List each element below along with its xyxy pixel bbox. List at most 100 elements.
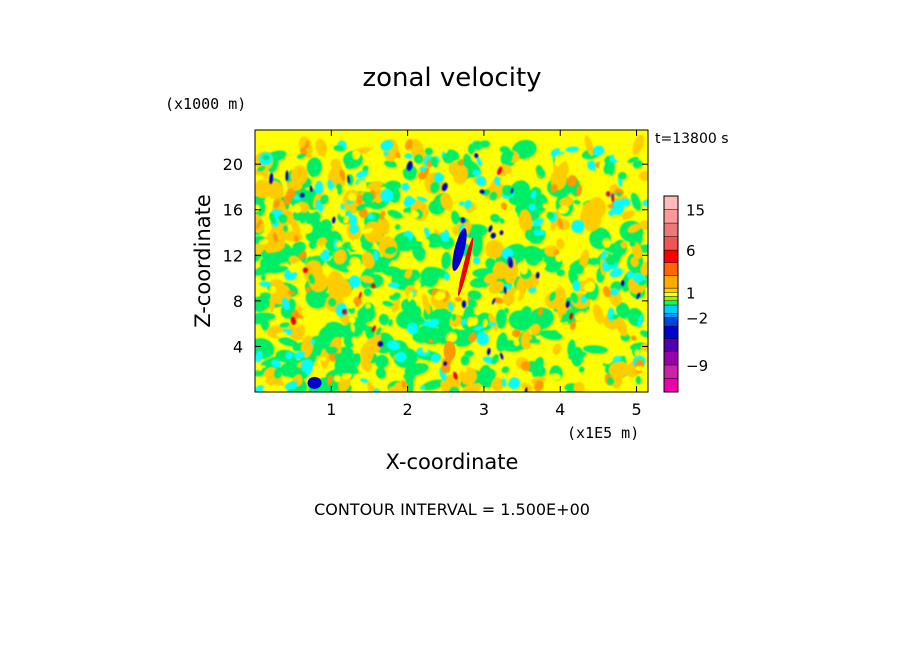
field-blob	[262, 386, 271, 392]
field-blob	[629, 240, 636, 247]
field-blob	[290, 165, 309, 186]
field-blob	[420, 385, 426, 391]
field-blob	[296, 153, 306, 159]
field-blob	[612, 199, 625, 213]
field-blob	[494, 176, 501, 186]
field-blob	[542, 202, 553, 210]
field-blob	[557, 218, 564, 230]
field-blob	[480, 201, 492, 209]
field-blob	[430, 156, 439, 168]
field-blob	[480, 297, 489, 303]
field-blob	[413, 154, 424, 164]
field-blob	[272, 232, 278, 243]
field-blob	[422, 238, 430, 250]
field-blob	[614, 188, 624, 196]
colorbar-band-15	[663, 236, 679, 251]
contour-interval-note: CONTOUR INTERVAL = 1.500E+00	[314, 500, 590, 519]
field-blob	[422, 379, 445, 391]
field-blob	[255, 385, 266, 392]
field-blob	[274, 367, 283, 379]
field-blob	[380, 214, 385, 220]
field-blob	[576, 184, 583, 197]
field-blob	[613, 149, 625, 162]
field-blob	[399, 162, 407, 170]
field-blob	[286, 188, 296, 199]
field-blob	[499, 179, 512, 186]
field-blob	[584, 281, 596, 293]
field-blob	[362, 165, 369, 172]
field-blob	[502, 184, 512, 196]
field-blob	[435, 221, 447, 233]
contour-field	[255, 130, 648, 392]
field-blob	[476, 156, 482, 167]
field-blob	[342, 373, 352, 380]
field-blob	[281, 297, 290, 311]
field-blob	[460, 318, 467, 326]
field-blob	[298, 285, 305, 297]
field-blob	[607, 204, 615, 209]
field-blob	[464, 350, 475, 357]
field-blob	[483, 272, 498, 285]
field-blob	[316, 237, 328, 246]
field-blob	[540, 223, 551, 231]
field-blob	[328, 298, 337, 307]
field-blob	[303, 260, 323, 283]
field-blob	[378, 313, 390, 326]
field-blob	[259, 281, 271, 287]
field-blob	[420, 267, 439, 288]
field-blob	[568, 351, 587, 360]
field-blob	[330, 158, 341, 169]
field-blob	[570, 292, 579, 304]
field-blob	[532, 218, 544, 227]
field-blob	[343, 215, 349, 224]
field-blob	[413, 280, 422, 290]
colorbar	[663, 195, 679, 393]
field-blob	[501, 247, 514, 260]
field-blob	[273, 198, 281, 209]
field-blob	[492, 261, 508, 280]
field-blob	[255, 179, 273, 199]
field-blob	[537, 307, 543, 317]
field-blob	[373, 264, 383, 273]
field-blob	[613, 214, 624, 221]
field-blob	[380, 139, 394, 151]
field-blob	[490, 232, 496, 239]
field-blob	[490, 213, 501, 223]
field-blob	[377, 341, 384, 347]
field-blob	[434, 291, 446, 301]
field-blob	[504, 307, 509, 314]
field-blob	[320, 356, 327, 362]
field-blob	[283, 225, 289, 232]
field-blob	[600, 250, 608, 261]
field-blob	[269, 213, 277, 224]
field-blob	[349, 256, 362, 268]
field-blob	[320, 194, 329, 205]
field-blob	[518, 209, 533, 233]
field-blob	[520, 266, 528, 275]
field-blob	[620, 280, 625, 287]
field-blob	[602, 173, 612, 185]
field-blob	[602, 286, 611, 298]
field-blob	[573, 199, 581, 205]
field-blob	[520, 330, 533, 350]
colorbar-band-4	[663, 325, 679, 339]
field-blob	[470, 316, 479, 326]
field-blob	[341, 241, 353, 250]
field-blob	[585, 292, 594, 300]
field-blob	[404, 212, 411, 218]
field-blob	[388, 319, 393, 327]
field-blob	[491, 377, 504, 392]
field-blob	[640, 261, 648, 277]
field-blob	[573, 382, 585, 392]
field-blob	[353, 296, 362, 307]
field-blob	[298, 294, 303, 303]
field-blob	[639, 330, 648, 338]
field-blob	[587, 160, 597, 171]
field-blob	[278, 214, 288, 224]
x-axis-label: X-coordinate	[386, 450, 519, 474]
field-blob	[513, 339, 520, 347]
field-blob	[535, 271, 540, 279]
field-blob	[530, 190, 537, 199]
field-blob	[367, 213, 375, 220]
